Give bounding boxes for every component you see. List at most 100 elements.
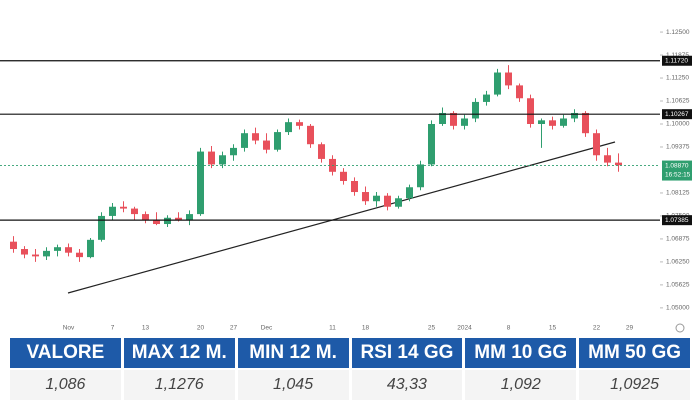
x-tick-label: 7 bbox=[111, 325, 115, 332]
table-header: MM 50 GG bbox=[579, 338, 690, 368]
candle-body bbox=[142, 214, 149, 220]
candle-body bbox=[307, 125, 314, 145]
level-label: 1.10267 bbox=[665, 111, 689, 118]
candle-body bbox=[472, 101, 479, 119]
candle-body bbox=[54, 247, 61, 251]
candle-body bbox=[252, 133, 259, 141]
candle-body bbox=[285, 122, 292, 133]
x-tick-label: Nov bbox=[63, 325, 75, 332]
candle-body bbox=[120, 206, 127, 209]
table-cell: 1,0925 bbox=[579, 370, 690, 400]
y-tick-label: 1.05625 bbox=[666, 282, 690, 289]
table-header: MAX 12 M. bbox=[123, 338, 235, 368]
y-tick-label: 1.12500 bbox=[666, 29, 690, 36]
candle-body bbox=[417, 164, 424, 188]
chart: 1.050001.056251.062501.068751.075001.081… bbox=[0, 29, 692, 333]
y-tick-label: 1.10625 bbox=[666, 98, 690, 105]
y-tick-label: 1.11250 bbox=[666, 75, 689, 82]
candle-body bbox=[153, 219, 160, 225]
candle-body bbox=[351, 180, 358, 193]
x-tick-label: 27 bbox=[230, 325, 238, 332]
table-header: MIN 12 M. bbox=[237, 338, 349, 368]
candle-body bbox=[593, 133, 600, 156]
candle-body bbox=[549, 120, 556, 126]
candle-body bbox=[505, 72, 512, 86]
candle-body bbox=[32, 254, 39, 257]
trend-line bbox=[67, 141, 616, 294]
candle-body bbox=[175, 217, 182, 220]
last-price-label: 1.08870 bbox=[665, 162, 689, 169]
level-label: 1.07385 bbox=[665, 217, 689, 224]
candle-body bbox=[186, 214, 193, 220]
candle-body bbox=[274, 132, 281, 150]
x-tick-label: 18 bbox=[362, 325, 370, 332]
y-tick-label: 1.10000 bbox=[666, 121, 690, 128]
candle-body bbox=[98, 215, 105, 240]
candle-body bbox=[406, 187, 413, 199]
candle-body bbox=[560, 118, 567, 126]
candle-body bbox=[395, 198, 402, 207]
candle-body bbox=[494, 72, 501, 95]
candle-body bbox=[571, 112, 578, 119]
level-label-box bbox=[662, 55, 692, 66]
candle-body bbox=[76, 252, 83, 258]
candle-body bbox=[527, 98, 534, 124]
level-label-box bbox=[662, 109, 692, 120]
table-header: MM 10 GG bbox=[465, 338, 577, 368]
x-tick-label: 8 bbox=[507, 325, 511, 332]
candle-body bbox=[10, 241, 17, 250]
candle-body bbox=[373, 195, 380, 202]
candle-body bbox=[109, 206, 116, 216]
table-header: RSI 14 GG bbox=[351, 338, 463, 368]
candle-body bbox=[384, 195, 391, 207]
candle-body bbox=[197, 151, 204, 215]
countdown: 16:52:15 bbox=[665, 171, 691, 178]
candle-body bbox=[219, 155, 226, 165]
table-cell: 1,1276 bbox=[123, 370, 235, 400]
candle-body bbox=[582, 112, 589, 134]
x-tick-label: 13 bbox=[142, 325, 150, 332]
candle-body bbox=[230, 147, 237, 156]
table-header: VALORE bbox=[10, 338, 121, 368]
table-cell: 1,045 bbox=[237, 370, 349, 400]
x-tick-label: 20 bbox=[197, 325, 205, 332]
candle-body bbox=[615, 162, 622, 166]
overlay: 1.050001.056251.062501.068751.075001.081… bbox=[0, 29, 692, 332]
y-tick-label: 1.11875 bbox=[666, 52, 689, 59]
candle-body bbox=[65, 247, 72, 253]
x-tick-label: 11 bbox=[329, 325, 336, 332]
last-price-box bbox=[662, 160, 692, 181]
candle-body bbox=[318, 144, 325, 159]
candle-body bbox=[604, 155, 611, 163]
y-tick-label: 1.08125 bbox=[666, 190, 690, 197]
table-cell: 1,092 bbox=[465, 370, 577, 400]
candle-body bbox=[241, 133, 248, 148]
candle-body bbox=[296, 122, 303, 126]
candle-body bbox=[483, 94, 490, 102]
table-cell: 1,086 bbox=[10, 370, 121, 400]
candle-body bbox=[538, 120, 545, 124]
candle-body bbox=[21, 249, 28, 255]
y-tick-label: 1.05000 bbox=[666, 305, 690, 312]
y-tick-label: 1.06250 bbox=[666, 259, 690, 266]
settings-icon[interactable] bbox=[675, 323, 685, 333]
candle-body bbox=[87, 239, 94, 258]
x-tick-label: 2024 bbox=[457, 325, 472, 332]
candle-body bbox=[439, 112, 446, 124]
level-label: 1.11720 bbox=[665, 57, 688, 64]
x-tick-label: Dec bbox=[261, 325, 273, 332]
candle-body bbox=[362, 192, 369, 202]
candle-body bbox=[428, 123, 435, 165]
candle-body bbox=[43, 250, 50, 257]
candle-body bbox=[516, 85, 523, 99]
level-label-box bbox=[662, 215, 692, 226]
table-cell: 43,33 bbox=[351, 370, 463, 400]
x-tick-label: 22 bbox=[593, 325, 601, 332]
y-tick-label: 1.06875 bbox=[666, 236, 690, 243]
x-tick-label: 25 bbox=[428, 325, 436, 332]
y-tick-label: 1.09375 bbox=[666, 144, 690, 151]
stats-table: VALORE MAX 12 M. MIN 12 M. RSI 14 GG MM 10 G… bbox=[10, 338, 690, 400]
candle-body bbox=[340, 171, 347, 181]
candle-body bbox=[450, 112, 457, 126]
candle-body bbox=[131, 208, 138, 215]
